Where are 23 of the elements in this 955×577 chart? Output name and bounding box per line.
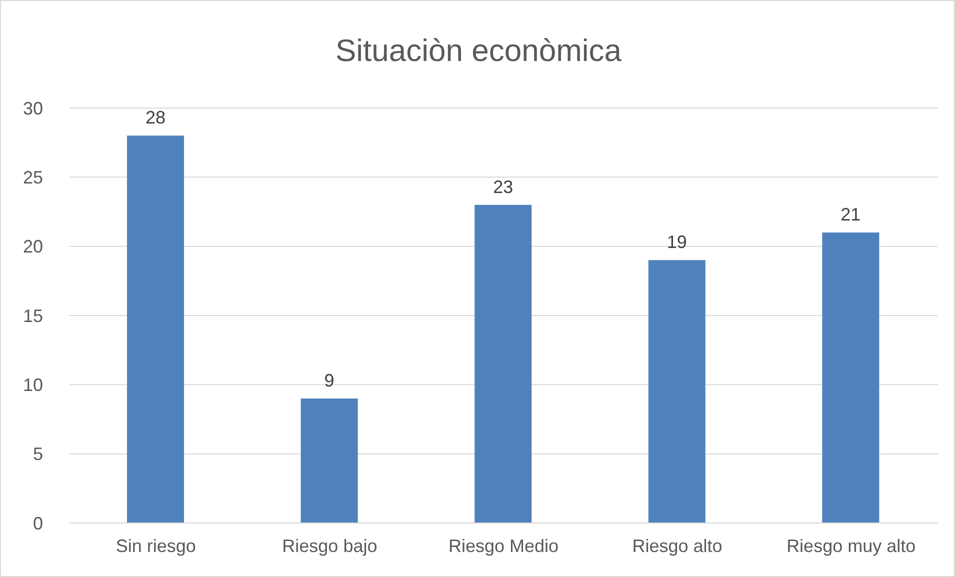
- x-tick-label: Sin riesgo: [116, 536, 196, 556]
- y-tick-label: 10: [22, 375, 43, 396]
- data-label: 9: [324, 370, 334, 390]
- y-tick-label: 25: [22, 168, 43, 188]
- bar: [300, 398, 358, 523]
- x-tick-label: Riesgo alto: [632, 536, 722, 556]
- data-label: 19: [666, 232, 687, 252]
- bar: [474, 204, 532, 523]
- y-tick-label: 30: [22, 98, 43, 118]
- x-tick-label: Riesgo bajo: [282, 536, 378, 556]
- y-tick-label: 5: [32, 444, 43, 464]
- x-tick-label: Riesgo muy alto: [786, 536, 916, 556]
- bar: [822, 232, 880, 523]
- data-label: 23: [493, 176, 514, 197]
- y-tick-label: 0: [32, 513, 43, 534]
- chart-title: Situaciòn econòmica: [334, 33, 623, 69]
- bar: [127, 136, 184, 523]
- bar: [648, 260, 706, 523]
- y-tick-label: 20: [22, 236, 43, 257]
- y-tick-label: 15: [22, 306, 43, 326]
- data-label: 28: [145, 108, 166, 128]
- data-label: 21: [840, 204, 861, 224]
- x-tick-label: Riesgo Medio: [448, 536, 559, 556]
